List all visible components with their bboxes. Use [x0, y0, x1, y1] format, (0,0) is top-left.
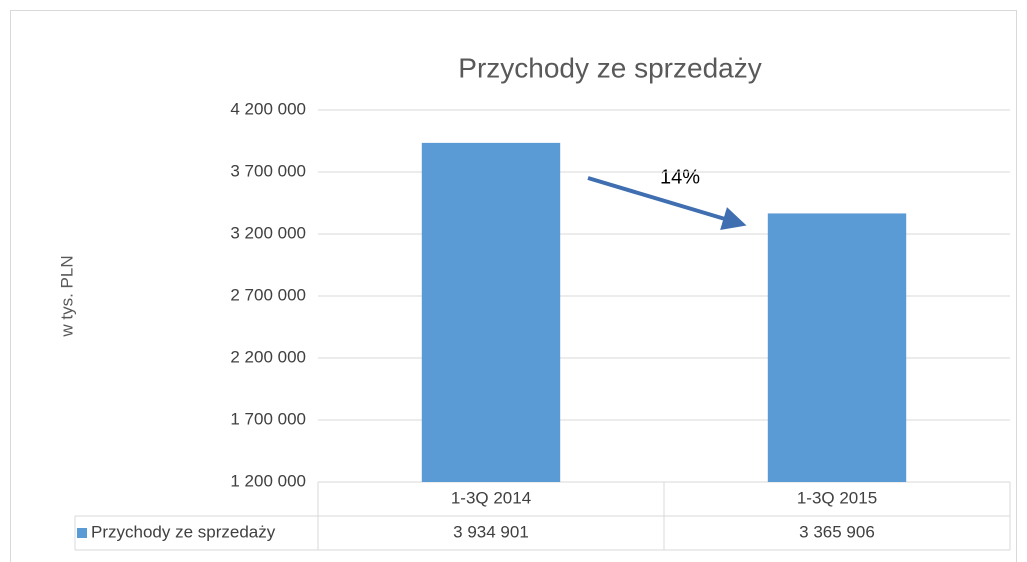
- y-tick-label: 2 700 000: [230, 285, 306, 304]
- annotation: 14%: [660, 166, 700, 188]
- bar: [421, 142, 561, 483]
- y-tick-label: 1 700 000: [230, 409, 306, 428]
- y-tick-label: 2 200 000: [230, 347, 306, 366]
- legend-swatch: [77, 528, 87, 538]
- y-tick-label: 1 200 000: [230, 471, 306, 490]
- y-tick-label: 4 200 000: [230, 99, 306, 118]
- chart-title: Przychody ze sprzedaży: [458, 52, 761, 83]
- y-axis-label: w tys. PLN: [57, 255, 76, 337]
- chart-border: [10, 10, 1017, 562]
- bar: [767, 213, 907, 482]
- table-value: 3 934 901: [453, 522, 529, 541]
- table-value: 3 365 906: [799, 522, 875, 541]
- legend-label: Przychody ze sprzedaży: [91, 522, 276, 541]
- y-tick-label: 3 700 000: [230, 161, 306, 180]
- y-tick-label: 3 200 000: [230, 223, 306, 242]
- arrow: [587, 176, 747, 231]
- x-tick-label: 1-3Q 2015: [797, 488, 877, 507]
- x-tick-label: 1-3Q 2014: [451, 488, 531, 507]
